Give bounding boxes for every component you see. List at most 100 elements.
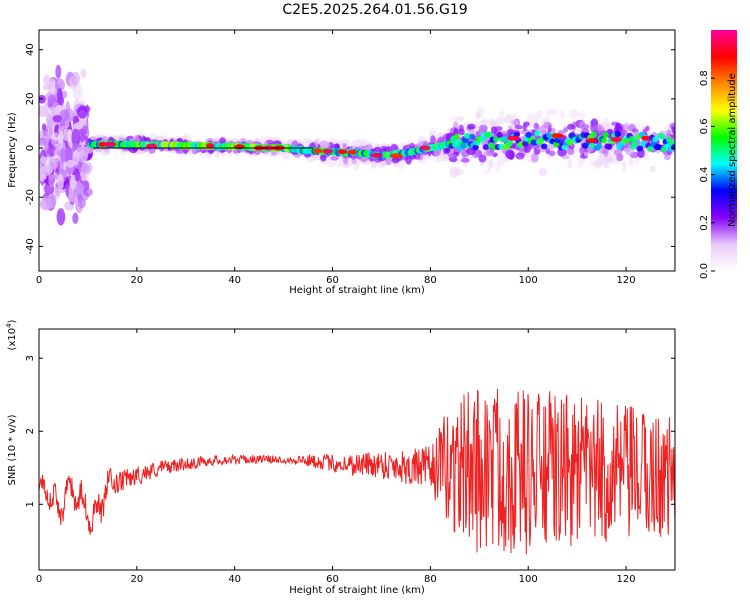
spectrogram-cell — [320, 143, 330, 148]
spectrogram-cell — [391, 157, 400, 164]
snr-x-tick-label: 60 — [326, 574, 339, 585]
colorbar-tick-label: 0.6 — [699, 118, 710, 134]
spectrogram-cell — [65, 160, 76, 168]
spectrogram-x-tick-label: 0 — [36, 275, 42, 286]
spectrogram-cell — [664, 154, 671, 161]
spectrogram-cell — [642, 128, 648, 134]
spectrogram-cell — [486, 131, 493, 138]
spectrogram-cell — [486, 119, 499, 125]
spectrogram-cell — [586, 138, 597, 144]
spectrogram-cell — [498, 143, 505, 150]
spectrogram-cell — [52, 114, 62, 123]
spectrogram-x-tick-label: 120 — [617, 275, 636, 286]
spectrogram-cell — [569, 109, 581, 120]
spectrogram-cell — [490, 126, 497, 134]
spectrogram-cell — [507, 135, 520, 141]
spectrogram-cell — [61, 90, 68, 99]
spectrogram-x-ticks: 0 20 40 60 80 100 120 — [36, 30, 636, 286]
figure-title: C2E5.2025.264.01.56.G19 — [282, 2, 468, 18]
snr-y-tick-label: 1 — [25, 501, 36, 507]
snr-y-ticks: 1 2 3 — [25, 355, 675, 507]
spectrogram-cell — [320, 154, 327, 162]
spectrogram-cell — [79, 99, 85, 107]
spectrogram-cell — [460, 157, 470, 163]
spectrogram-cell — [548, 150, 556, 157]
snr-x-tick-label: 40 — [228, 574, 241, 585]
spectrogram-cell — [50, 132, 61, 147]
spectrogram-cell — [522, 123, 527, 132]
spectrogram-cell — [641, 135, 650, 141]
spectrogram-cell — [342, 143, 347, 150]
spectrogram-cell — [56, 208, 66, 226]
spectrogram-cell — [71, 128, 81, 147]
snr-x-label: Height of straight line (km) — [289, 585, 425, 596]
spectrogram-cell — [514, 124, 524, 130]
spectrogram-cell — [616, 153, 624, 162]
spectrogram-cell — [71, 71, 80, 87]
spectrogram-cell — [77, 128, 87, 136]
snr-series-line — [39, 388, 675, 555]
spectrogram-cell — [57, 125, 69, 137]
spectrogram-cell — [550, 127, 556, 134]
spectrogram-cell — [628, 135, 635, 142]
spectrogram-cell — [579, 147, 585, 155]
spectrogram-x-tick-label: 60 — [326, 275, 339, 286]
spectrogram-cell — [69, 108, 74, 118]
colorbar: 0.0 0.2 0.4 0.6 0.8 Normalized spectral ampl… — [699, 30, 738, 279]
colorbar-tick-label: 0.8 — [699, 70, 710, 86]
spectrogram-cell — [67, 192, 79, 203]
spectrogram-heatmap — [39, 64, 675, 226]
spectrogram-x-tick-label: 40 — [228, 275, 241, 286]
spectrogram-cell — [595, 155, 608, 164]
colorbar-ticks: 0.0 0.2 0.4 0.6 0.8 — [699, 70, 715, 279]
spectrogram-y-tick-label: -20 — [25, 189, 36, 205]
colorbar-tick-label: 0.2 — [699, 215, 710, 231]
spectrogram-cell — [458, 128, 465, 136]
spectrogram-cell — [623, 122, 629, 132]
snr-y-tick-label: 2 — [25, 428, 36, 434]
spectrogram-cell — [652, 136, 659, 143]
spectrogram-cell — [72, 150, 80, 166]
colorbar-tick-label: 0.4 — [699, 167, 710, 183]
spectrogram-cell — [496, 116, 507, 125]
spectrogram-cell — [589, 160, 598, 166]
spectrogram-cell — [499, 110, 505, 119]
spectrogram-cell — [206, 143, 215, 149]
spectrogram-x-tick-label: 20 — [130, 275, 143, 286]
spectrogram-cell — [57, 148, 66, 158]
spectrogram-y-tick-label: -40 — [25, 238, 36, 254]
spectrogram-cell — [647, 145, 654, 152]
spectrogram-cell — [636, 145, 644, 152]
spectrogram-cell — [447, 153, 455, 159]
spectrogram-cell — [39, 173, 47, 181]
spectrogram-cell — [566, 139, 574, 146]
spectrogram-cell — [56, 173, 64, 191]
spectrogram-cell — [56, 87, 63, 105]
spectrogram-cell — [453, 133, 461, 140]
spectrogram-cell — [74, 173, 82, 182]
spectrogram-x-tick-label: 100 — [519, 275, 538, 286]
spectrogram-cell — [59, 109, 70, 122]
spectrogram-cell — [77, 105, 88, 119]
spectrogram-y-ticks: 40 20 0 -20 -40 — [25, 43, 675, 255]
spectrogram-cell — [313, 148, 323, 154]
snr-x-ticks: 0 20 40 60 80 100 120 — [36, 329, 636, 585]
spectrogram-cell — [420, 145, 431, 151]
snr-panel: 0 20 40 60 80 100 120 1 2 3 Height of straight l… — [5, 319, 676, 596]
spectrogram-cell — [494, 162, 501, 173]
spectrogram-cell — [530, 153, 539, 163]
spectrogram-cell — [526, 113, 539, 126]
spectrogram-y-label: Frequency (Hz) — [7, 112, 18, 188]
snr-y-label: SNR (10 * v/v) — [7, 414, 18, 485]
spectrogram-cell — [605, 143, 613, 150]
spectrogram-cell — [42, 131, 50, 146]
spectrogram-cell — [42, 123, 47, 131]
spectrogram-cell — [610, 136, 623, 142]
spectrogram-cell — [671, 144, 675, 151]
spectrogram-cell — [492, 136, 500, 143]
spectrogram-cell — [145, 143, 158, 149]
spectrogram-y-tick-label: 0 — [25, 145, 36, 151]
spectrogram-cell — [640, 140, 647, 147]
spectrogram-cell — [472, 144, 479, 151]
spectrogram-cell — [75, 197, 83, 214]
